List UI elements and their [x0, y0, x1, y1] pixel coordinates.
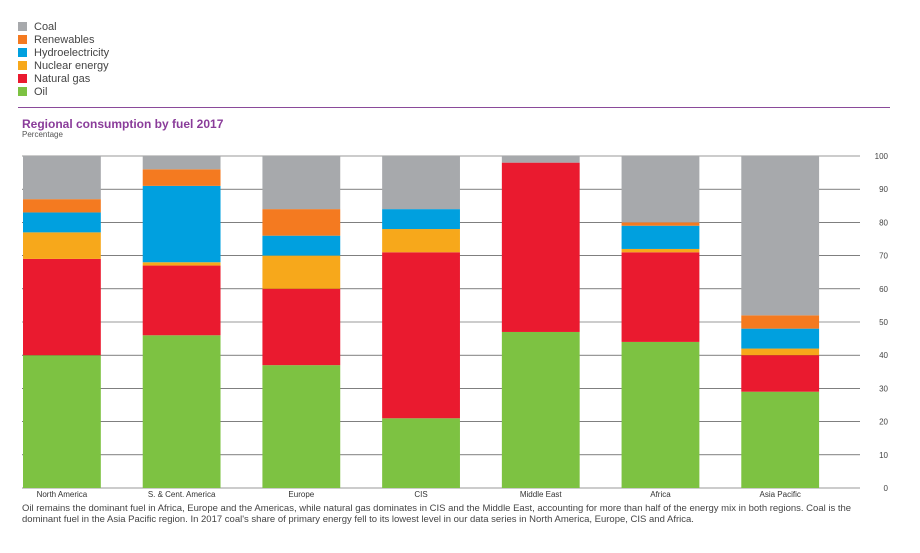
bar-nuclear-energy-cis	[382, 229, 460, 253]
x-tick-label: Asia Pacific	[760, 490, 801, 499]
bar-nuclear-energy-europe	[262, 255, 341, 289]
bar-renewables-s-cent-america	[142, 169, 221, 186]
bar-renewables-europe	[262, 209, 341, 236]
x-tick-label: CIS	[414, 490, 427, 499]
bar-natural-gas-middle-east	[501, 162, 580, 332]
y-tick-label: 10	[879, 451, 888, 460]
bar-oil-africa	[621, 341, 700, 488]
bar-nuclear-energy-north-america	[23, 232, 101, 259]
legend-item-oil: Oil	[18, 85, 109, 98]
bar-coal-middle-east	[501, 156, 580, 163]
legend-label: Nuclear energy	[34, 59, 109, 72]
bar-natural-gas-asia-pacific	[741, 355, 820, 392]
legend-item-renewables: Renewables	[18, 33, 109, 46]
bar-oil-north-america	[23, 355, 101, 488]
chart-caption: Oil remains the dominant fuel in Africa,…	[22, 503, 852, 525]
legend-swatch-coal	[18, 22, 27, 31]
chart-subtitle: Percentage	[22, 130, 63, 139]
legend-item-coal: Coal	[18, 20, 109, 33]
bar-coal-europe	[262, 156, 341, 210]
y-tick-label: 0	[884, 484, 889, 493]
legend-label: Oil	[34, 85, 48, 98]
x-tick-label: Middle East	[520, 490, 563, 499]
legend-item-hydroelectricity: Hydroelectricity	[18, 46, 109, 59]
legend-swatch-natural-gas	[18, 74, 27, 83]
legend-swatch-hydroelectricity	[18, 48, 27, 57]
bar-natural-gas-cis	[382, 252, 460, 419]
y-tick-label: 30	[879, 384, 888, 393]
bar-nuclear-energy-africa	[621, 248, 700, 253]
bar-oil-cis	[382, 418, 460, 488]
y-tick-label: 90	[879, 185, 888, 194]
legend-item-natural-gas: Natural gas	[18, 72, 109, 85]
bar-natural-gas-s-cent-america	[142, 265, 221, 336]
bar-coal-asia-pacific	[741, 156, 820, 316]
stacked-bar-chart: 0 10 20 30 40 50 60 70 80 90 100 North America S. & …	[22, 152, 889, 499]
bar-nuclear-energy-asia-pacific	[741, 348, 820, 356]
bar-hydroelectricity-europe	[262, 235, 341, 256]
legend-label: Renewables	[34, 33, 95, 46]
legend-swatch-nuclear	[18, 61, 27, 70]
bar-hydroelectricity-africa	[621, 225, 700, 249]
bar-renewables-north-america	[23, 199, 101, 213]
bar-oil-middle-east	[501, 331, 580, 488]
bar-natural-gas-africa	[621, 252, 700, 342]
bar-natural-gas-europe	[262, 288, 341, 366]
legend-swatch-renewables	[18, 35, 27, 44]
y-tick-label: 20	[879, 418, 888, 427]
y-tick-label: 60	[879, 285, 888, 294]
bar-renewables-asia-pacific	[741, 315, 820, 329]
y-tick-label: 80	[879, 218, 888, 227]
legend: Coal Renewables Hydroelectricity Nuclear…	[18, 20, 109, 98]
legend-label: Hydroelectricity	[34, 46, 110, 59]
bar-renewables-africa	[621, 222, 700, 226]
bar-hydroelectricity-asia-pacific	[741, 328, 820, 349]
bar-oil-asia-pacific	[741, 391, 820, 488]
bar-coal-s-cent-america	[142, 156, 221, 170]
legend-label: Natural gas	[34, 72, 91, 85]
bar-oil-europe	[262, 365, 341, 488]
chart-title: Regional consumption by fuel 2017	[22, 117, 224, 131]
bar-nuclear-energy-s-cent-america	[142, 262, 221, 266]
bar-oil-s-cent-america	[142, 335, 221, 488]
y-tick-label: 100	[875, 152, 889, 161]
bar-coal-north-america	[23, 156, 101, 200]
x-tick-label: Africa	[650, 490, 671, 499]
bar-coal-africa	[621, 156, 700, 223]
legend-item-nuclear: Nuclear energy	[18, 59, 109, 72]
bar-coal-cis	[382, 156, 460, 210]
bar-hydroelectricity-cis	[382, 209, 460, 230]
bar-hydroelectricity-s-cent-america	[142, 185, 221, 263]
x-tick-label: North America	[37, 490, 88, 499]
y-tick-label: 70	[879, 252, 888, 261]
bar-hydroelectricity-north-america	[23, 212, 101, 233]
x-tick-label: S. & Cent. America	[148, 490, 216, 499]
y-tick-label: 40	[879, 351, 888, 360]
divider	[18, 107, 890, 108]
legend-swatch-oil	[18, 87, 27, 96]
y-tick-label: 50	[879, 318, 888, 327]
legend-label: Coal	[34, 20, 57, 33]
x-tick-label: Europe	[288, 490, 314, 499]
bar-natural-gas-north-america	[23, 258, 101, 356]
